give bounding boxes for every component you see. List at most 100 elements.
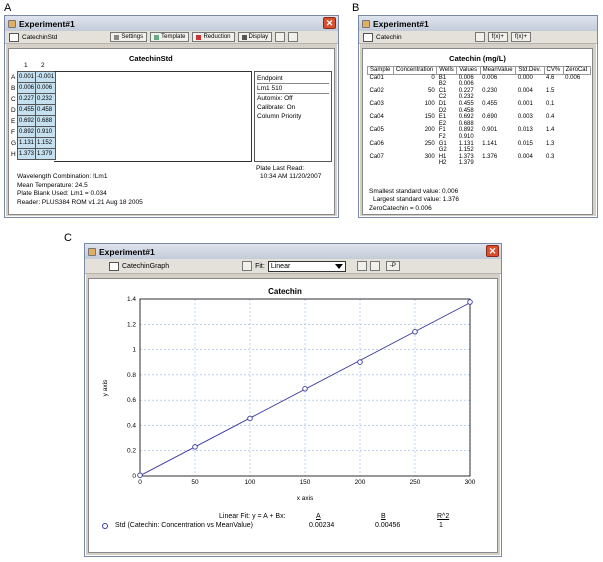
plate-cell[interactable]: 0.232 xyxy=(35,93,57,105)
plate-grid: 0.001 -0.001 0.006 0.006 0.227 0.232 0.455 0… xyxy=(16,71,57,160)
plate-cell[interactable]: 1.379 xyxy=(35,148,57,160)
settings-button[interactable]: Settings xyxy=(110,32,148,42)
plot-button[interactable]: -P xyxy=(385,261,400,271)
plate-row: 0.227 0.232 xyxy=(16,93,57,105)
plate-cell[interactable]: 1.131 xyxy=(16,137,37,149)
wavelength: Lm1 510 xyxy=(257,84,329,94)
fit-value-b: 0.00456 xyxy=(375,522,401,529)
curve-fit-icon[interactable] xyxy=(242,261,253,271)
fit-col-r2: R^2 xyxy=(437,513,450,520)
graph-icon[interactable] xyxy=(474,32,485,42)
print-icon[interactable] xyxy=(275,32,286,42)
plate-row: 0.001 -0.001 xyxy=(16,71,57,83)
table-view-icon[interactable] xyxy=(356,261,367,271)
formula-button[interactable]: f(x)+ xyxy=(487,32,508,42)
cell xyxy=(480,147,516,154)
cell xyxy=(563,141,590,148)
cell xyxy=(563,108,590,115)
cell: 1.379 xyxy=(458,160,474,167)
plate-cell[interactable]: 0.006 xyxy=(16,82,37,94)
cell xyxy=(480,108,516,115)
row-header: F xyxy=(11,129,15,136)
plate-cell[interactable]: 0.910 xyxy=(35,126,57,138)
col-header: Std.Dev. xyxy=(515,66,545,75)
cell xyxy=(563,121,590,128)
plate-cell[interactable]: 0.892 xyxy=(16,126,37,138)
cell: 1.152 xyxy=(458,147,474,154)
cell: 0.001 xyxy=(517,100,533,107)
data-point[interactable] xyxy=(247,415,253,422)
window-b-toolbar: Catechin f(x)+ f(x)+ xyxy=(359,31,597,44)
cell: E2 xyxy=(438,120,447,127)
cell xyxy=(368,134,394,141)
data-point[interactable] xyxy=(467,299,473,305)
cell: 0.013 xyxy=(517,127,533,134)
plate-footer: Wavelength Combination: !Lm1 Mean Temper… xyxy=(17,173,143,207)
window-b-titlebar[interactable]: Experiment#1 xyxy=(359,16,597,31)
settings-label: Settings xyxy=(121,33,144,40)
data-point[interactable] xyxy=(357,359,363,365)
x-tick-label: 250 xyxy=(410,479,421,486)
cell: 0.3 xyxy=(546,153,555,160)
plate-cell[interactable]: 1.152 xyxy=(35,137,57,149)
formula-button[interactable]: f(x)+ xyxy=(510,32,531,42)
plate-cell[interactable]: 0.001 xyxy=(16,71,37,83)
footer-line: Reader: PLUS384 ROM v1.21 Aug 18 2005 xyxy=(17,198,143,206)
plate-cell[interactable]: 0.455 xyxy=(16,104,37,116)
display-button[interactable]: Display xyxy=(237,32,273,42)
section-tab[interactable]: CatechinStd xyxy=(22,33,58,41)
plate-cell[interactable]: 0.692 xyxy=(16,115,37,127)
cell xyxy=(393,108,436,115)
calibrate: Calibrate: On xyxy=(257,104,296,111)
col-header: MeanValue xyxy=(479,66,517,75)
fit-value-a: 0.00234 xyxy=(309,522,335,529)
reduction-icon xyxy=(196,34,202,40)
row-header: D xyxy=(11,107,16,114)
reduction-button[interactable]: Reduction xyxy=(192,32,235,42)
section-tab[interactable]: Catechin xyxy=(376,33,402,41)
cell xyxy=(544,147,563,154)
cell: Ca05 xyxy=(369,127,384,134)
plate-cell[interactable]: 0.006 xyxy=(35,82,57,94)
list-view-icon[interactable] xyxy=(369,261,380,271)
plate-cell[interactable]: 1.373 xyxy=(16,148,37,160)
data-point[interactable] xyxy=(302,386,308,392)
reduction-label: Reduction xyxy=(203,33,231,40)
catechin-chart: Catechin 0 50 100 150 200 250 300 0 0.2 0.4 0.6 0.8… xyxy=(102,287,476,502)
plate-row: 1.373 1.379 xyxy=(16,148,57,160)
cell xyxy=(480,94,516,101)
x-tick-label: 50 xyxy=(191,479,199,486)
data-point[interactable] xyxy=(412,328,418,335)
cell: G1 xyxy=(438,140,447,147)
options-icon[interactable] xyxy=(288,32,299,42)
template-button[interactable]: Template xyxy=(150,32,190,42)
panel-label-a: A xyxy=(4,2,12,14)
plate-cell[interactable]: 0.458 xyxy=(35,104,57,116)
data-point[interactable] xyxy=(137,472,143,478)
close-button[interactable]: ✕ xyxy=(486,245,499,257)
x-tick-label: 200 xyxy=(355,479,366,486)
cell: 0.455 xyxy=(458,100,474,107)
window-b-title: Experiment#1 xyxy=(373,18,429,29)
window-b-content: Catechin (mg/L) Sample Concentration Wel… xyxy=(362,48,593,215)
data-point[interactable] xyxy=(192,444,198,450)
cell xyxy=(544,134,563,141)
cell: 0.458 xyxy=(458,107,474,114)
cell xyxy=(480,81,516,88)
row-header: C xyxy=(11,96,16,103)
cell: C1 xyxy=(438,87,447,94)
close-button[interactable]: ✕ xyxy=(323,17,336,29)
chart-title: Catechin xyxy=(268,287,302,296)
table-icon xyxy=(363,32,373,42)
plate-cell[interactable]: -0.001 xyxy=(35,71,57,83)
fit-select[interactable]: Linear xyxy=(267,260,346,272)
section-tab[interactable]: CatechinGraph xyxy=(122,262,170,270)
window-c-titlebar[interactable]: Experiment#1 ✕ xyxy=(85,244,501,259)
plate-cell[interactable]: 0.688 xyxy=(35,115,57,127)
window-a-titlebar[interactable]: Experiment#1 ✕ xyxy=(5,16,338,31)
cell: 1.4 xyxy=(546,127,555,134)
cell xyxy=(563,134,590,141)
plate-cell[interactable]: 0.227 xyxy=(16,93,37,105)
cell: 150 xyxy=(424,114,435,121)
x-tick-label: 150 xyxy=(300,479,311,486)
